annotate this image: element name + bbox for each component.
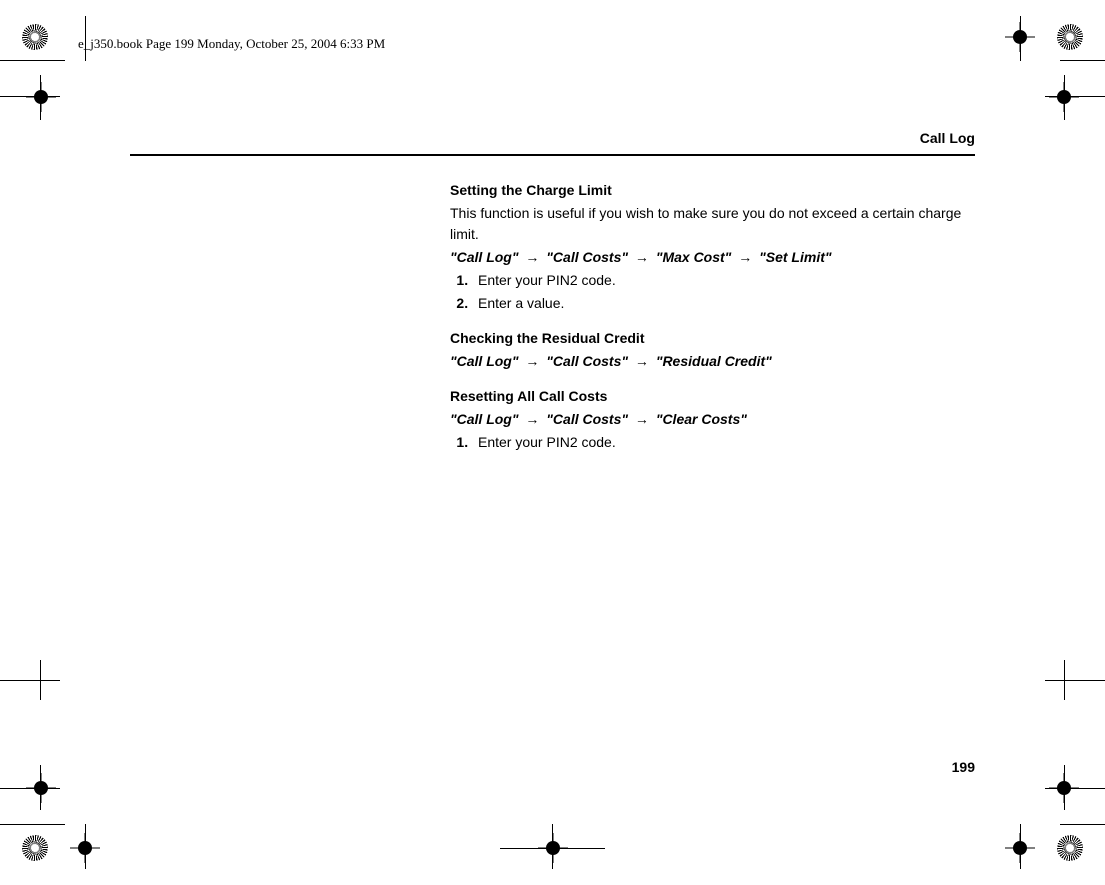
path-part: "Set Limit" (759, 249, 831, 265)
section-rule (130, 154, 975, 156)
arrow-icon: → (522, 353, 542, 369)
crop-line (0, 96, 60, 97)
registration-mark-icon (70, 833, 100, 863)
path-part: "Call Log" (450, 411, 519, 427)
print-sunburst-icon (1057, 24, 1083, 50)
body-text: This function is useful if you wish to m… (450, 203, 975, 245)
page-number: 199 (952, 759, 975, 775)
arrow-icon: → (632, 411, 652, 427)
path-part: "Residual Credit" (656, 353, 772, 369)
crop-line (40, 75, 41, 120)
crop-line (552, 824, 553, 869)
path-part: "Call Log" (450, 249, 519, 265)
registration-mark-icon (26, 82, 56, 112)
step-item: Enter your PIN2 code. (472, 432, 975, 453)
page-frame: Call Log Setting the Charge Limit This f… (130, 130, 975, 775)
step-item: Enter your PIN2 code. (472, 270, 975, 291)
path-part: "Call Costs" (546, 249, 628, 265)
crop-line (1060, 824, 1105, 825)
crop-line (1045, 680, 1105, 681)
crop-line (0, 60, 65, 61)
crop-line (0, 824, 65, 825)
heading-residual-credit: Checking the Residual Credit (450, 328, 975, 349)
step-item: Enter a value. (472, 293, 975, 314)
heading-set-charge-limit: Setting the Charge Limit (450, 180, 975, 201)
registration-mark-icon (1005, 833, 1035, 863)
running-header: e_j350.book Page 199 Monday, October 25,… (78, 36, 385, 52)
menu-path: "Call Log" → "Call Costs" → "Residual Cr… (450, 351, 975, 372)
menu-path: "Call Log" → "Call Costs" → "Clear Costs… (450, 409, 975, 430)
arrow-icon: → (735, 249, 755, 265)
arrow-icon: → (522, 249, 542, 265)
crop-line (1064, 660, 1065, 700)
arrow-icon: → (632, 353, 652, 369)
step-list: Enter your PIN2 code. Enter a value. (450, 270, 975, 314)
path-part: "Call Costs" (546, 353, 628, 369)
heading-reset-costs: Resetting All Call Costs (450, 386, 975, 407)
print-sunburst-icon (22, 24, 48, 50)
registration-mark-icon (1005, 22, 1035, 52)
print-sunburst-icon (22, 835, 48, 861)
crop-line (0, 680, 60, 681)
crop-line (40, 660, 41, 700)
path-part: "Call Log" (450, 353, 519, 369)
crop-line (1060, 60, 1105, 61)
arrow-icon: → (632, 249, 652, 265)
crop-line (1045, 96, 1105, 97)
crop-line (1064, 75, 1065, 120)
arrow-icon: → (522, 411, 542, 427)
crop-line (1045, 788, 1105, 789)
path-part: "Call Costs" (546, 411, 628, 427)
body-content: Setting the Charge Limit This function i… (450, 180, 975, 453)
crop-line (500, 848, 605, 849)
step-list: Enter your PIN2 code. (450, 432, 975, 453)
path-part: "Clear Costs" (656, 411, 747, 427)
section-label: Call Log (130, 130, 975, 146)
path-part: "Max Cost" (656, 249, 732, 265)
print-sunburst-icon (1057, 835, 1083, 861)
menu-path: "Call Log" → "Call Costs" → "Max Cost" →… (450, 247, 975, 268)
crop-line (0, 788, 60, 789)
